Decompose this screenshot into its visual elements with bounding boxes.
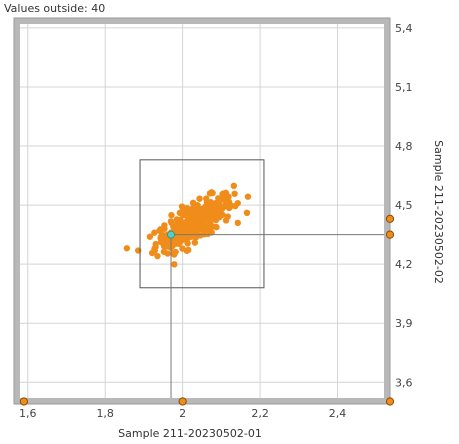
data-point <box>192 223 199 230</box>
data-point <box>209 189 216 197</box>
data-point <box>203 195 210 202</box>
data-point <box>172 225 179 233</box>
data-point <box>151 229 158 236</box>
outside-marker-y <box>385 214 395 223</box>
data-point <box>168 219 175 227</box>
x-tick-label: 1,6 <box>19 407 37 420</box>
data-point <box>187 208 194 215</box>
selection-box <box>139 159 265 289</box>
data-point <box>209 223 216 230</box>
y-axis-title: Sample 211-20230502-02 <box>432 140 445 284</box>
data-point <box>176 222 183 229</box>
data-point <box>123 245 131 252</box>
data-point <box>200 214 207 222</box>
data-point <box>154 252 161 260</box>
data-point <box>244 193 252 200</box>
data-point <box>222 217 230 224</box>
data-point <box>230 182 238 190</box>
data-point <box>178 203 186 210</box>
data-point <box>157 226 164 233</box>
x-axis-title: Sample 211-20230502-01 <box>118 427 262 440</box>
data-point <box>178 208 185 216</box>
data-point <box>182 218 189 226</box>
values-outside-label: Values outside: 40 <box>4 2 106 15</box>
data-point <box>231 190 238 197</box>
data-point <box>196 195 203 202</box>
data-point <box>183 247 190 254</box>
data-point <box>164 250 171 257</box>
data-point <box>193 217 200 224</box>
y-tick-label: 5,4 <box>395 22 413 35</box>
y-tick-label: 4,2 <box>395 258 413 271</box>
data-point <box>217 207 224 215</box>
data-point <box>171 261 178 268</box>
grid <box>20 24 384 398</box>
x-tick-label: 2,4 <box>329 407 347 420</box>
data-point <box>152 243 159 251</box>
data-point <box>234 219 241 227</box>
data-point <box>183 227 190 234</box>
outside-marker-y <box>385 230 395 239</box>
data-point <box>191 239 199 246</box>
data-point <box>243 209 251 217</box>
x-tick-label: 1,8 <box>96 407 114 420</box>
y-tick-label: 3,6 <box>395 376 413 389</box>
data-point <box>146 233 154 240</box>
data-point <box>175 232 182 239</box>
y-tick-label: 4,5 <box>395 199 413 212</box>
data-point <box>173 216 181 223</box>
data-point <box>234 199 241 207</box>
data-point <box>209 215 216 222</box>
overlay <box>19 159 395 406</box>
outside-marker-corner <box>385 397 395 406</box>
outside-marker-x <box>178 397 187 406</box>
selected-point <box>167 230 175 239</box>
y-tick-label: 5,1 <box>395 81 413 94</box>
data-point <box>168 211 175 219</box>
data-point <box>159 238 167 246</box>
x-tick-label: 2,2 <box>251 407 269 420</box>
data-point <box>161 222 168 229</box>
data-point <box>208 210 216 217</box>
data-point <box>172 248 179 256</box>
y-tick-label: 4,8 <box>395 140 413 153</box>
outside-marker-x <box>19 397 28 406</box>
data-point <box>185 213 193 221</box>
data-point <box>225 193 232 200</box>
data-point <box>195 205 203 213</box>
y-tick-label: 3,9 <box>395 317 413 330</box>
data-point <box>225 198 233 206</box>
tick-labels: 1,6 1,8 2 2,2 2,4 3,6 3,9 4,2 4,5 4,8 5,1 5,4 <box>19 22 413 420</box>
x-tick-label: 2 <box>179 407 186 420</box>
data-point <box>174 239 181 247</box>
